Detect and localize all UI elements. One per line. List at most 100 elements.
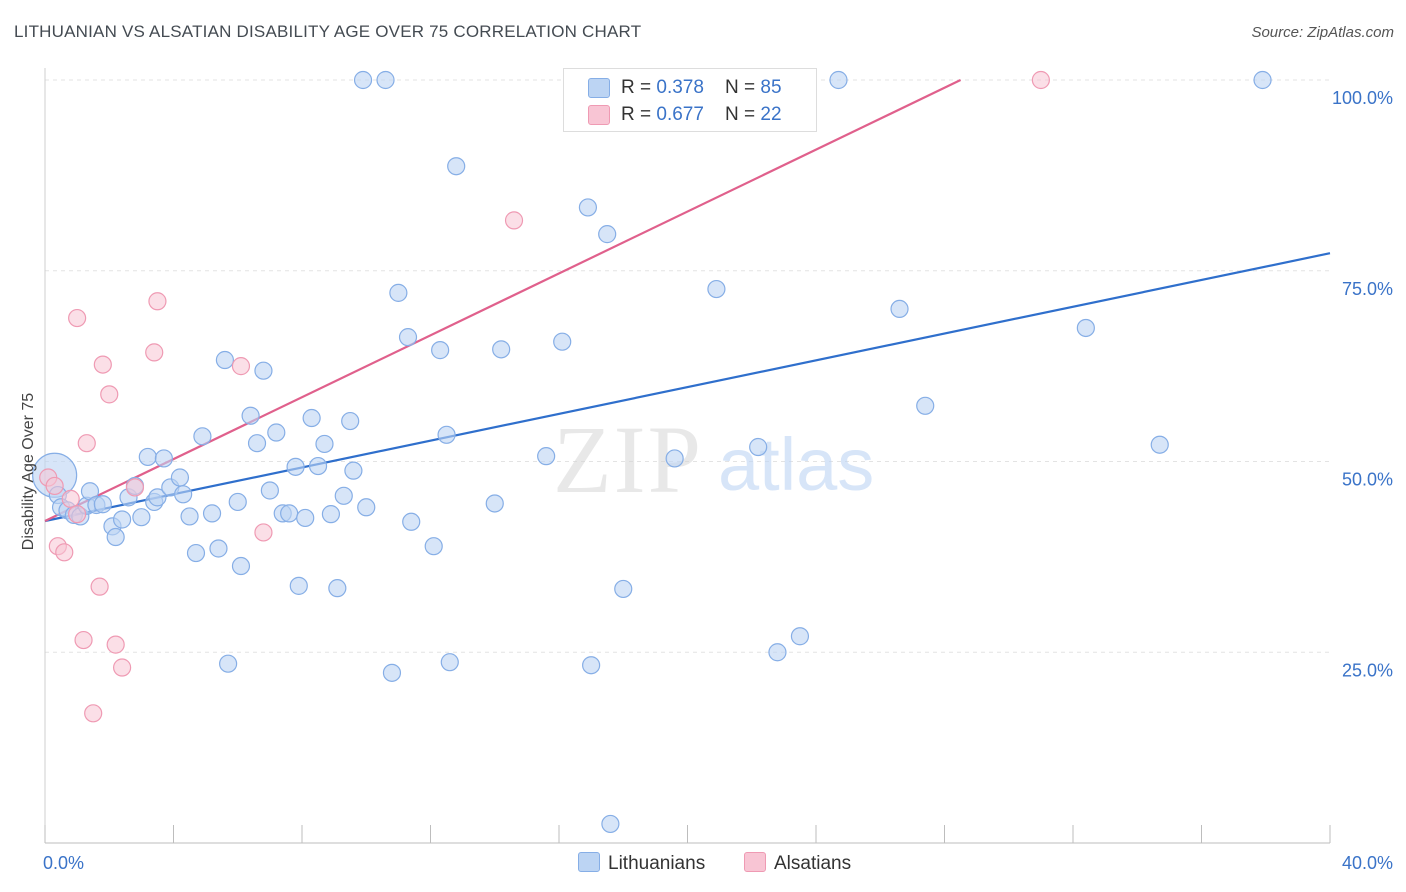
- data-point-lithuanians: [614, 579, 633, 599]
- legend-label-alsatians: Alsatians: [774, 853, 852, 874]
- data-point-alsatians: [45, 476, 64, 496]
- legend-swatch-blue: [588, 78, 610, 98]
- data-point-lithuanians: [553, 332, 572, 351]
- data-point-lithuanians: [353, 70, 373, 90]
- data-point-lithuanians: [315, 434, 334, 454]
- legend-n-label: N =: [725, 104, 761, 125]
- data-point-alsatians: [106, 635, 125, 654]
- data-point-lithuanians: [174, 485, 193, 504]
- x-tick-label: 0.0%: [43, 853, 84, 873]
- data-point-alsatians: [68, 505, 87, 524]
- data-point-lithuanians: [106, 527, 125, 547]
- data-point-lithuanians: [537, 447, 556, 466]
- y-tick-label: 100.0%: [1332, 88, 1393, 108]
- data-point-lithuanians: [437, 425, 456, 444]
- data-point-lithuanians: [578, 198, 598, 217]
- legend-label-lithuanians: Lithuanians: [608, 853, 706, 874]
- data-point-lithuanians: [790, 627, 810, 646]
- legend-swatch-pink: [744, 852, 766, 872]
- data-point-lithuanians: [296, 508, 315, 528]
- data-point-lithuanians: [1150, 435, 1169, 454]
- legend-item-lithuanians[interactable]: Lithuanians: [578, 852, 705, 875]
- data-point-lithuanians: [231, 556, 251, 576]
- y-axis-label: Disability Age Over 75: [20, 393, 37, 551]
- legend-r-label: R =: [621, 104, 657, 125]
- trend-line-lithuanians: [44, 252, 1331, 523]
- data-point-alsatians: [1031, 70, 1050, 90]
- data-point-lithuanians: [492, 340, 511, 359]
- data-point-lithuanians: [154, 449, 173, 468]
- data-point-lithuanians: [447, 157, 466, 176]
- legend-n-value: 22: [760, 104, 782, 125]
- data-point-lithuanians: [286, 457, 305, 476]
- data-point-lithuanians: [112, 510, 132, 529]
- legend-stats: R = 0.378 N = 85 R = 0.677 N = 22: [563, 68, 817, 132]
- data-point-lithuanians: [440, 653, 459, 672]
- data-point-lithuanians: [170, 468, 190, 487]
- legend-item-alsatians[interactable]: Alsatians: [744, 852, 851, 875]
- data-point-lithuanians: [247, 434, 267, 453]
- data-point-alsatians: [84, 704, 103, 723]
- data-point-lithuanians: [241, 406, 260, 425]
- data-point-alsatians: [90, 577, 109, 596]
- data-point-lithuanians: [382, 663, 402, 682]
- data-point-lithuanians: [228, 492, 247, 512]
- data-point-lithuanians: [148, 488, 167, 507]
- data-point-lithuanians: [209, 539, 228, 558]
- trend-lines: [44, 79, 1331, 523]
- data-point-alsatians: [68, 308, 87, 328]
- data-point-alsatians: [61, 489, 80, 508]
- data-point-lithuanians: [485, 494, 504, 513]
- legend-stats-text: R = 0.378 N = 85: [621, 77, 782, 99]
- legend-swatch-blue: [578, 852, 600, 872]
- data-point-lithuanians: [328, 579, 347, 598]
- data-point-lithuanians: [219, 654, 238, 673]
- series-lithuanians: [32, 70, 1272, 834]
- data-point-lithuanians: [424, 537, 443, 556]
- data-point-lithuanians: [202, 504, 222, 523]
- data-point-alsatians: [145, 343, 164, 362]
- y-tick-label: 25.0%: [1342, 660, 1393, 680]
- legend-n-value: 85: [760, 77, 782, 98]
- data-point-alsatians: [77, 434, 96, 453]
- data-point-lithuanians: [582, 656, 601, 675]
- data-point-lithuanians: [749, 437, 768, 457]
- watermark: ZIP atlas: [553, 406, 874, 513]
- data-point-lithuanians: [180, 507, 199, 526]
- data-point-lithuanians: [334, 486, 353, 505]
- watermark-atlas: atlas: [718, 423, 874, 506]
- data-point-lithuanians: [215, 350, 234, 370]
- data-point-lithuanians: [138, 447, 157, 467]
- data-point-alsatians: [148, 292, 167, 311]
- data-point-lithuanians: [341, 411, 360, 431]
- data-point-lithuanians: [398, 328, 418, 347]
- data-point-lithuanians: [302, 408, 321, 428]
- data-point-lithuanians: [267, 423, 286, 442]
- data-point-lithuanians: [344, 461, 363, 480]
- data-point-lithuanians: [357, 498, 376, 517]
- data-point-lithuanians: [916, 396, 935, 415]
- series-alsatians: [39, 70, 1050, 723]
- data-point-alsatians: [74, 630, 93, 650]
- y-tick-label: 75.0%: [1342, 279, 1393, 299]
- data-point-lithuanians: [186, 543, 206, 563]
- data-point-lithuanians: [321, 505, 341, 524]
- data-point-lithuanians: [402, 512, 421, 531]
- data-point-lithuanians: [665, 449, 684, 468]
- data-point-lithuanians: [829, 70, 848, 90]
- data-point-lithuanians: [389, 283, 408, 302]
- data-point-lithuanians: [598, 225, 617, 244]
- legend-swatch-pink: [588, 105, 610, 125]
- legend-r-value: 0.378: [656, 77, 704, 98]
- data-point-lithuanians: [280, 504, 299, 523]
- data-point-lithuanians: [260, 481, 279, 500]
- data-point-lithuanians: [254, 361, 273, 380]
- data-point-alsatians: [254, 523, 273, 542]
- data-point-alsatians: [125, 478, 145, 497]
- data-point-lithuanians: [308, 456, 328, 476]
- data-point-alsatians: [55, 543, 74, 562]
- chart-title: LITHUANIAN VS ALSATIAN DISABILITY AGE OV…: [14, 22, 642, 41]
- data-point-alsatians: [100, 385, 119, 404]
- y-tick-label: 50.0%: [1342, 470, 1393, 490]
